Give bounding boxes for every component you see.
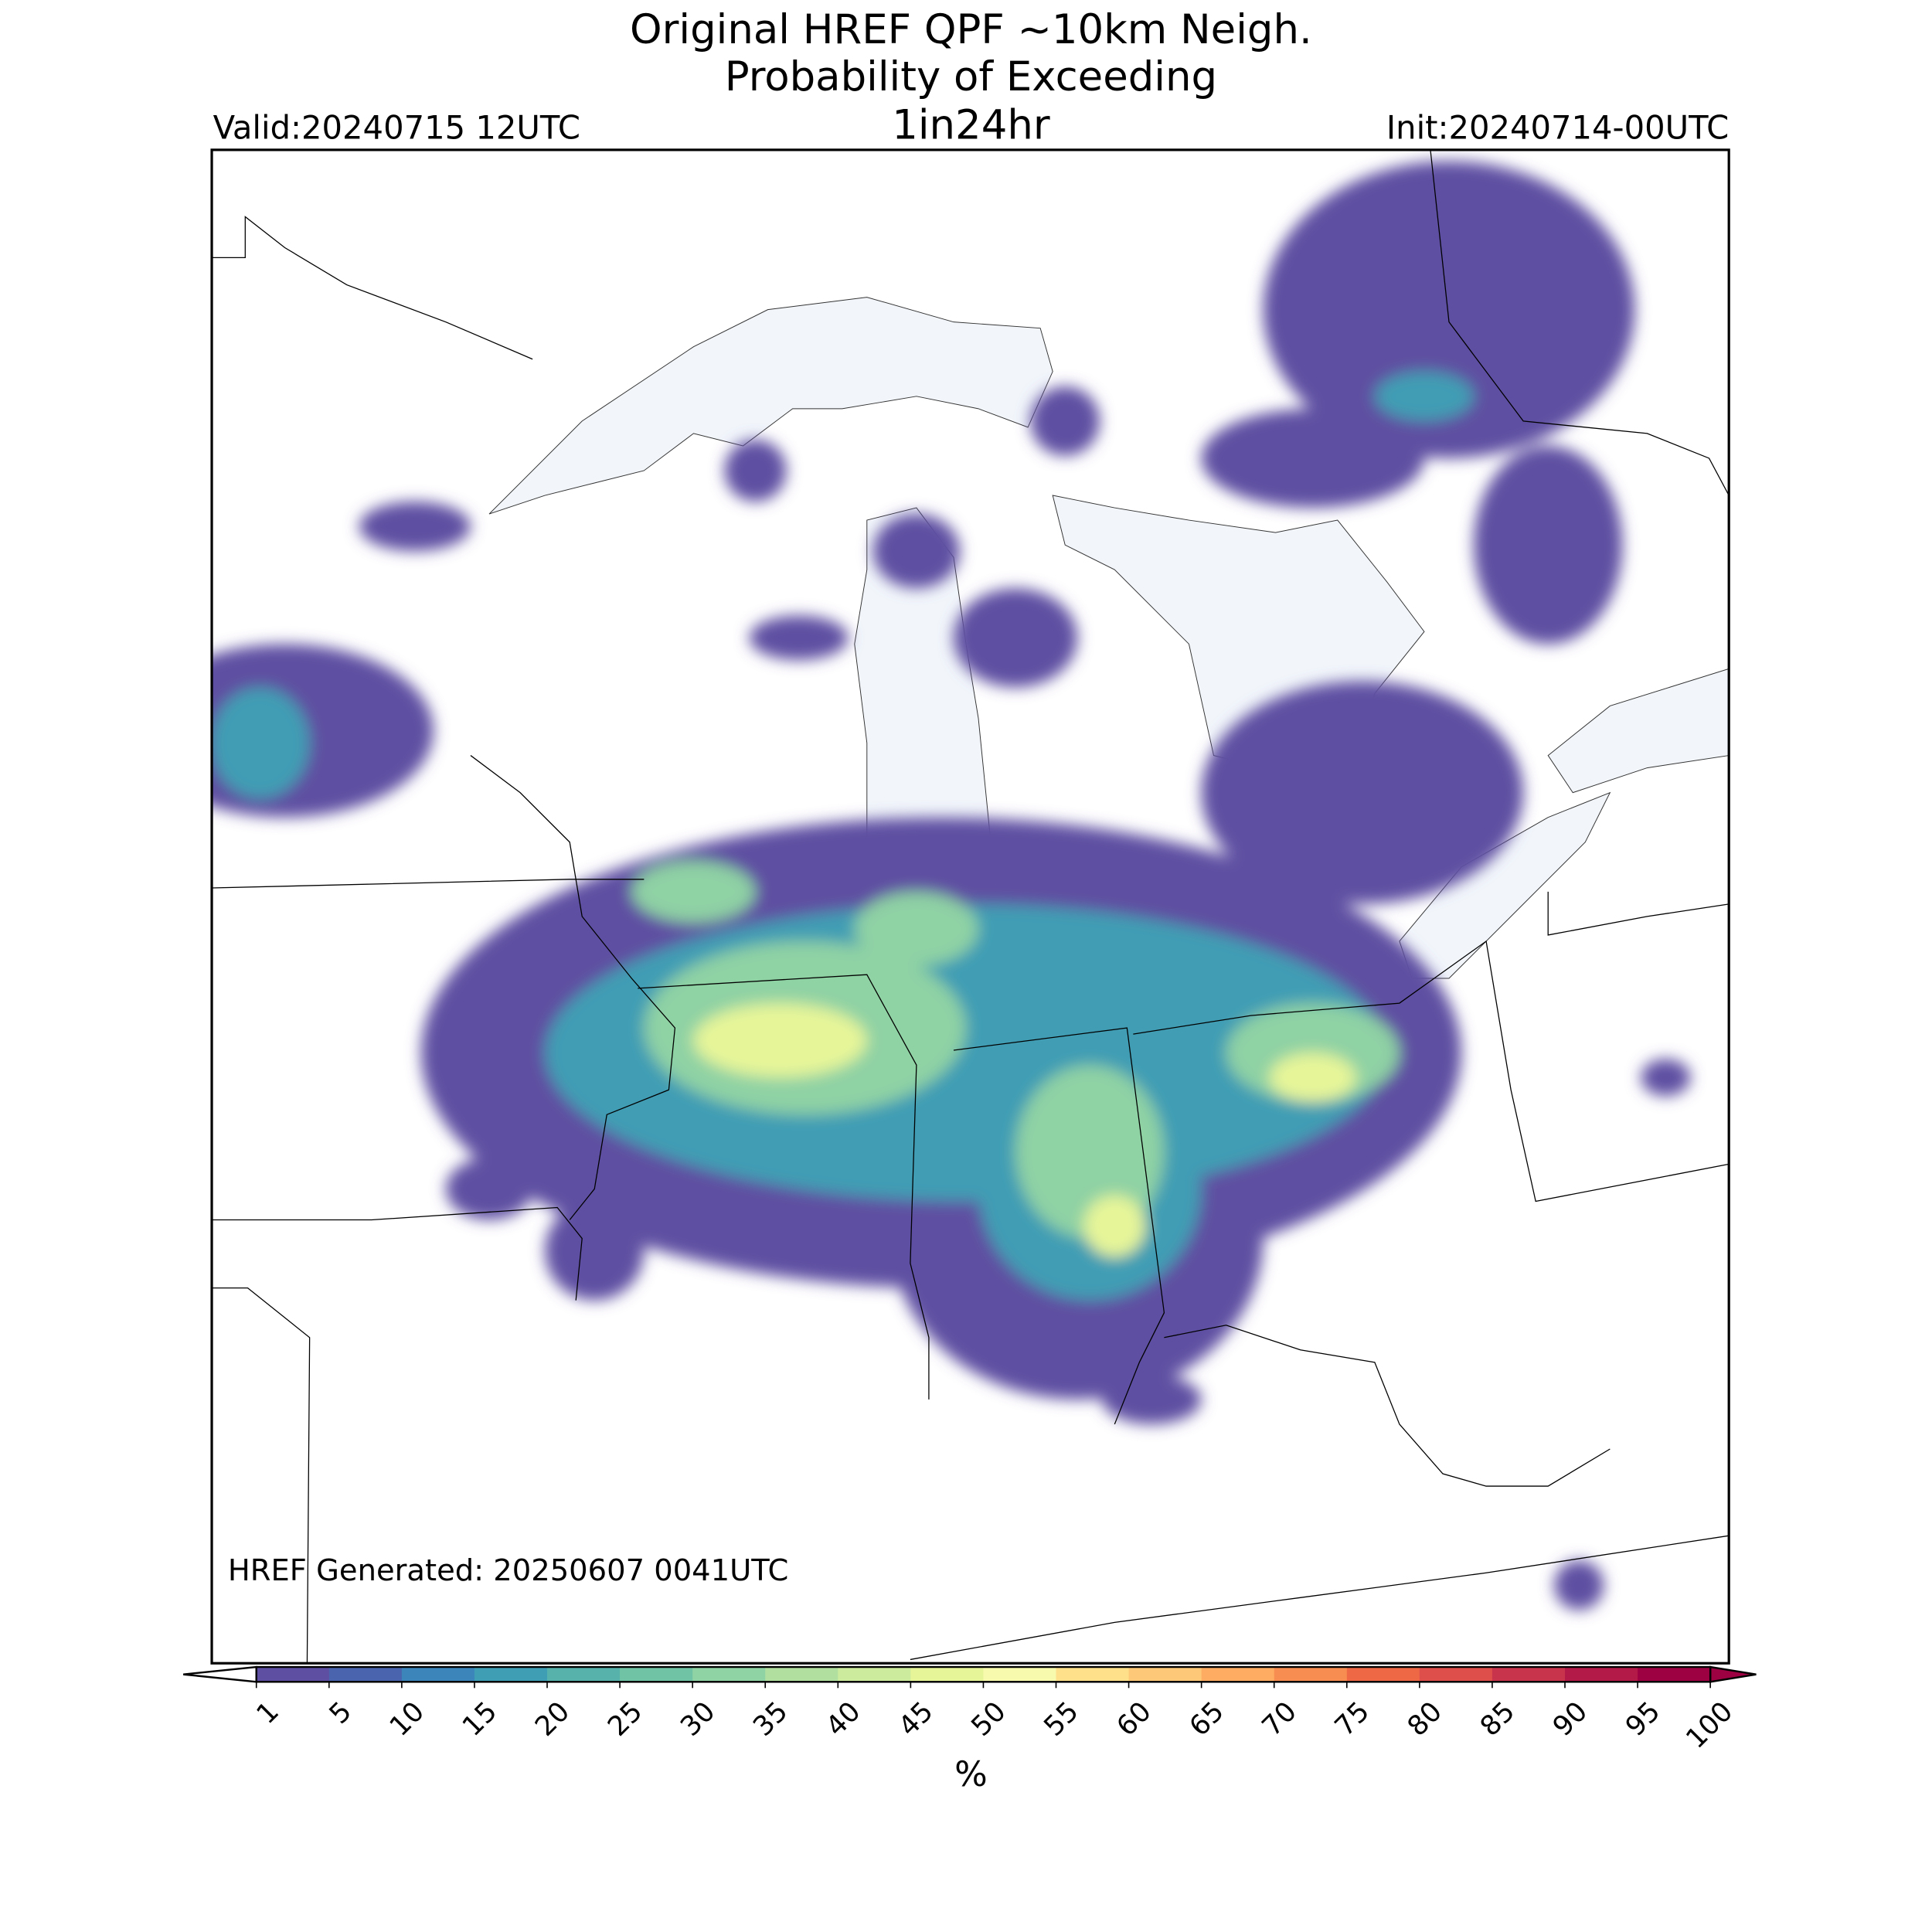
title-line: Probability of Exceeding: [725, 53, 1217, 100]
colorbar-bin: [838, 1667, 912, 1682]
colorbar-over: [1709, 1665, 1757, 1683]
title-line: Original HREF QPF ~10km Neigh.: [630, 6, 1312, 53]
colorbar-tick-label: 55: [1038, 1696, 1085, 1743]
colorbar-bin: [1274, 1667, 1348, 1682]
colorbar-bin: [1201, 1667, 1275, 1682]
map-frame: [210, 148, 1730, 1665]
colorbar-bin: [474, 1667, 548, 1682]
border: [212, 1206, 583, 1301]
border: [953, 1027, 1165, 1425]
title-line: 1in24hr: [892, 101, 1050, 148]
lake: [1547, 668, 1730, 794]
generated-note: HREF Generated: 20250607 0041UTC: [228, 1553, 788, 1588]
valid-time: Valid:20240715 12UTC: [213, 108, 580, 146]
colorbar-bin: [910, 1667, 985, 1682]
border: [212, 879, 645, 889]
colorbar-bin: [765, 1667, 839, 1682]
colorbar-bin: [256, 1667, 330, 1682]
colorbar-bin: [983, 1667, 1057, 1682]
border: [910, 1535, 1730, 1661]
border: [212, 1287, 311, 1664]
border: [470, 755, 676, 1220]
map: HREF Generated: 20250607 0041UTC: [212, 149, 1730, 1664]
colorbar-bin: [1056, 1667, 1130, 1682]
colorbar-tick-label: 80: [1401, 1696, 1448, 1743]
precip-field: [212, 161, 1691, 1611]
colorbar-under: [183, 1665, 257, 1683]
colorbar-tick-label: 60: [1111, 1696, 1158, 1743]
colorbar-bin: [620, 1667, 693, 1682]
borders: [212, 149, 1730, 1664]
colorbar-bin: [1565, 1667, 1638, 1682]
colorbar-bin: [692, 1667, 767, 1682]
colorbar-bin: [547, 1667, 621, 1682]
colorbar-bin: [328, 1667, 403, 1682]
colorbar-label: %: [954, 1753, 988, 1794]
colorbar-tick-label: 5: [323, 1696, 358, 1730]
border: [212, 216, 533, 360]
colorbar-tick-label: 10: [383, 1696, 430, 1743]
colorbar-bin: [1128, 1667, 1202, 1682]
colorbar-tick-label: 15: [457, 1696, 504, 1743]
border: [638, 974, 930, 1400]
colorbar-tick-label: 70: [1256, 1696, 1303, 1743]
colorbar-bin: [401, 1667, 475, 1682]
colorbar-bin: [1346, 1667, 1420, 1682]
colorbar-tick-label: 50: [965, 1696, 1012, 1743]
colorbar: 1 5 10 15 20 25 30 35 40 45 50 55 60 65 70 75 80 85 90 95 10…: [183, 1665, 1757, 1755]
colorbar-bin: [1492, 1667, 1566, 1682]
lake: [488, 297, 1053, 515]
border: [1430, 149, 1730, 496]
border: [1133, 940, 1730, 1202]
colorbar-bin: [1419, 1667, 1493, 1682]
colorbar-tick-label: 65: [1183, 1696, 1230, 1743]
init-time: Init:20240714-00UTC: [1386, 108, 1729, 146]
colorbar-tick-label: 1: [250, 1696, 285, 1730]
colorbar-tick-label: 35: [747, 1696, 794, 1743]
colorbar-tick-label: 100: [1680, 1696, 1740, 1755]
colorbar-tick-label: 30: [675, 1696, 722, 1743]
colorbar-tick-label: 75: [1328, 1696, 1376, 1743]
border: [1547, 891, 1730, 936]
colorbar-tick-label: 45: [893, 1696, 940, 1743]
colorbar-bin: [1638, 1667, 1711, 1682]
colorbar-tick-label: 40: [820, 1696, 867, 1743]
colorbar-tick-label: 85: [1474, 1696, 1521, 1743]
colorbar-tick-label: 90: [1547, 1696, 1594, 1743]
colorbar-tick-label: 25: [602, 1696, 649, 1743]
border: [1164, 1325, 1611, 1487]
colorbar-tick-label: 95: [1620, 1696, 1667, 1743]
colorbar-tick-label: 20: [529, 1696, 577, 1743]
